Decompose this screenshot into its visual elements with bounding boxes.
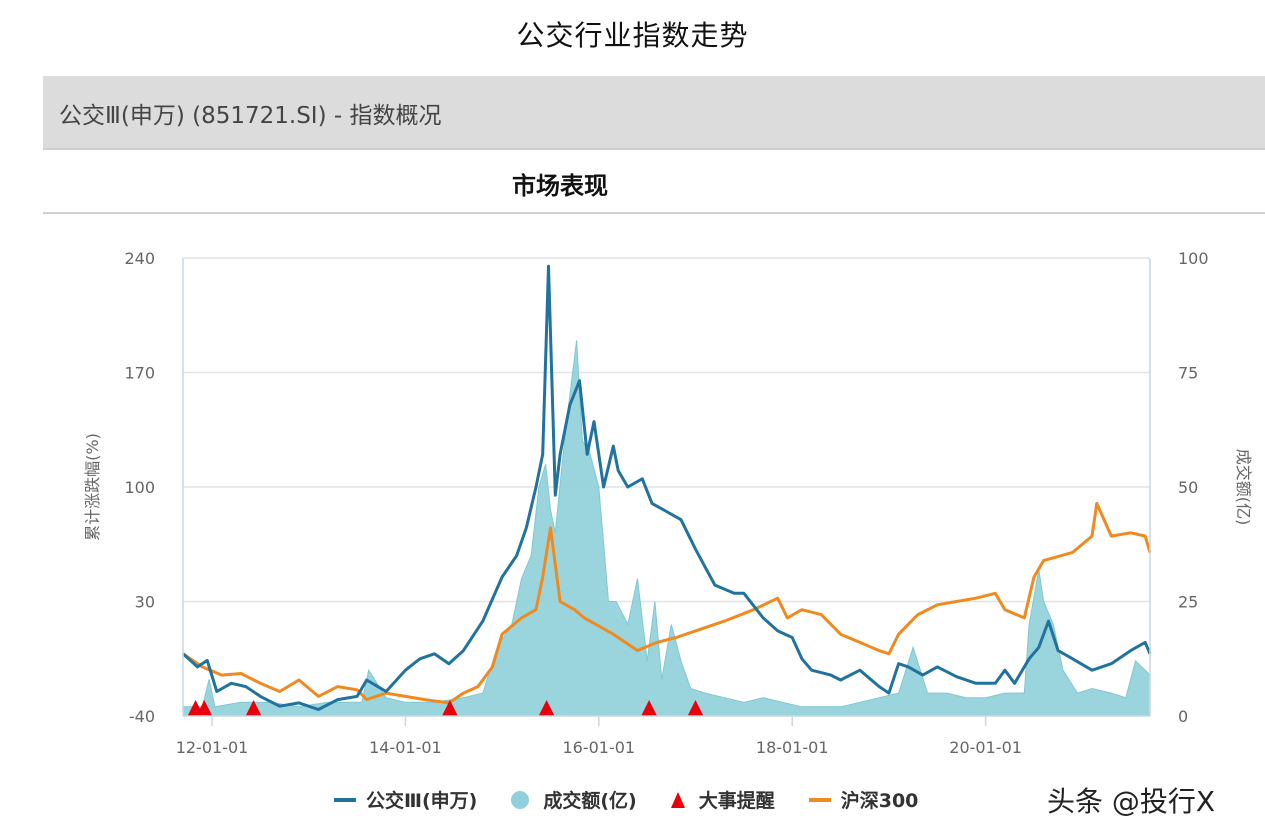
legend-item-index[interactable]: 公交Ⅲ(申万) <box>334 786 477 813</box>
x-tick-label: 20-01-01 <box>949 738 1022 757</box>
line-swatch-icon <box>334 797 356 802</box>
legend-label: 大事提醒 <box>698 790 775 812</box>
legend-item-events[interactable]: 大事提醒 <box>670 786 775 813</box>
event-markers[interactable] <box>187 700 704 716</box>
index-overview-header: 公交Ⅲ(申万) (851721.SI) - 指数概况 <box>43 76 1265 150</box>
y-tick-label-right: 50 <box>1178 478 1198 497</box>
y-tick-label-left: 100 <box>124 478 155 497</box>
line-series[interactable] <box>181 264 1152 711</box>
x-tick-label: 18-01-01 <box>756 738 829 757</box>
event-marker-triangle-icon[interactable] <box>687 700 704 716</box>
y-axis-title-right: 成交额(亿) <box>1234 449 1253 526</box>
event-marker-triangle-icon[interactable] <box>538 700 555 716</box>
index-line[interactable] <box>181 264 1152 711</box>
circle-swatch-icon <box>511 790 530 809</box>
hs300-line[interactable] <box>182 501 1152 705</box>
line-swatch-icon <box>808 797 831 802</box>
event-marker-triangle-icon[interactable] <box>441 700 458 716</box>
y-tick-label-right: 75 <box>1178 364 1198 383</box>
legend-label: 沪深300 <box>840 790 919 812</box>
legend-item-volume[interactable]: 成交额(亿) <box>511 786 637 813</box>
event-marker-triangle-icon[interactable] <box>196 700 213 716</box>
section-divider <box>43 212 1265 214</box>
chart-legend: 公交Ⅲ(申万) 成交额(亿) 大事提醒 沪深300 <box>334 786 952 813</box>
y-tick-label-right: 25 <box>1178 593 1198 612</box>
legend-item-hs300[interactable]: 沪深300 <box>808 786 919 813</box>
index-overview-title: 公交Ⅲ(申万) (851721.SI) - 指数概况 <box>59 103 442 129</box>
legend-label: 成交额(亿) <box>543 790 637 812</box>
y-tick-label-left: 170 <box>124 364 155 383</box>
section-title-market-performance: 市场表现 <box>512 172 608 200</box>
x-tick-label: 16-01-01 <box>562 738 635 757</box>
chart-axes: -40 30 100 170 240 0 25 50 75 100 12-01-01 14-01-01… <box>83 249 1253 757</box>
event-marker-triangle-icon[interactable] <box>245 700 262 716</box>
y-tick-label-left: -40 <box>129 707 155 726</box>
market-performance-chart[interactable]: -40 30 100 170 240 0 25 50 75 100 12-01-01 14-01-01… <box>0 0 1265 770</box>
x-tick-label: 14-01-01 <box>369 738 442 757</box>
y-tick-label-left: 30 <box>135 593 155 612</box>
volume-area[interactable] <box>182 340 1151 717</box>
triangle-swatch-icon <box>670 791 685 808</box>
chart-gridlines <box>183 257 1150 603</box>
y-tick-label-right: 100 <box>1178 249 1209 268</box>
event-marker-triangle-icon[interactable] <box>641 700 658 716</box>
volume-area-series[interactable] <box>182 340 1151 717</box>
x-tick-label: 12-01-01 <box>176 738 249 757</box>
y-tick-label-right: 0 <box>1178 707 1188 726</box>
legend-label: 公交Ⅲ(申万) <box>366 790 478 812</box>
page-title: 公交行业指数走势 <box>516 19 749 52</box>
y-tick-label-left: 240 <box>124 249 155 268</box>
watermark: 头条 @投行X <box>1047 785 1216 818</box>
y-axis-title-left: 累计涨跌幅(%) <box>83 433 102 541</box>
